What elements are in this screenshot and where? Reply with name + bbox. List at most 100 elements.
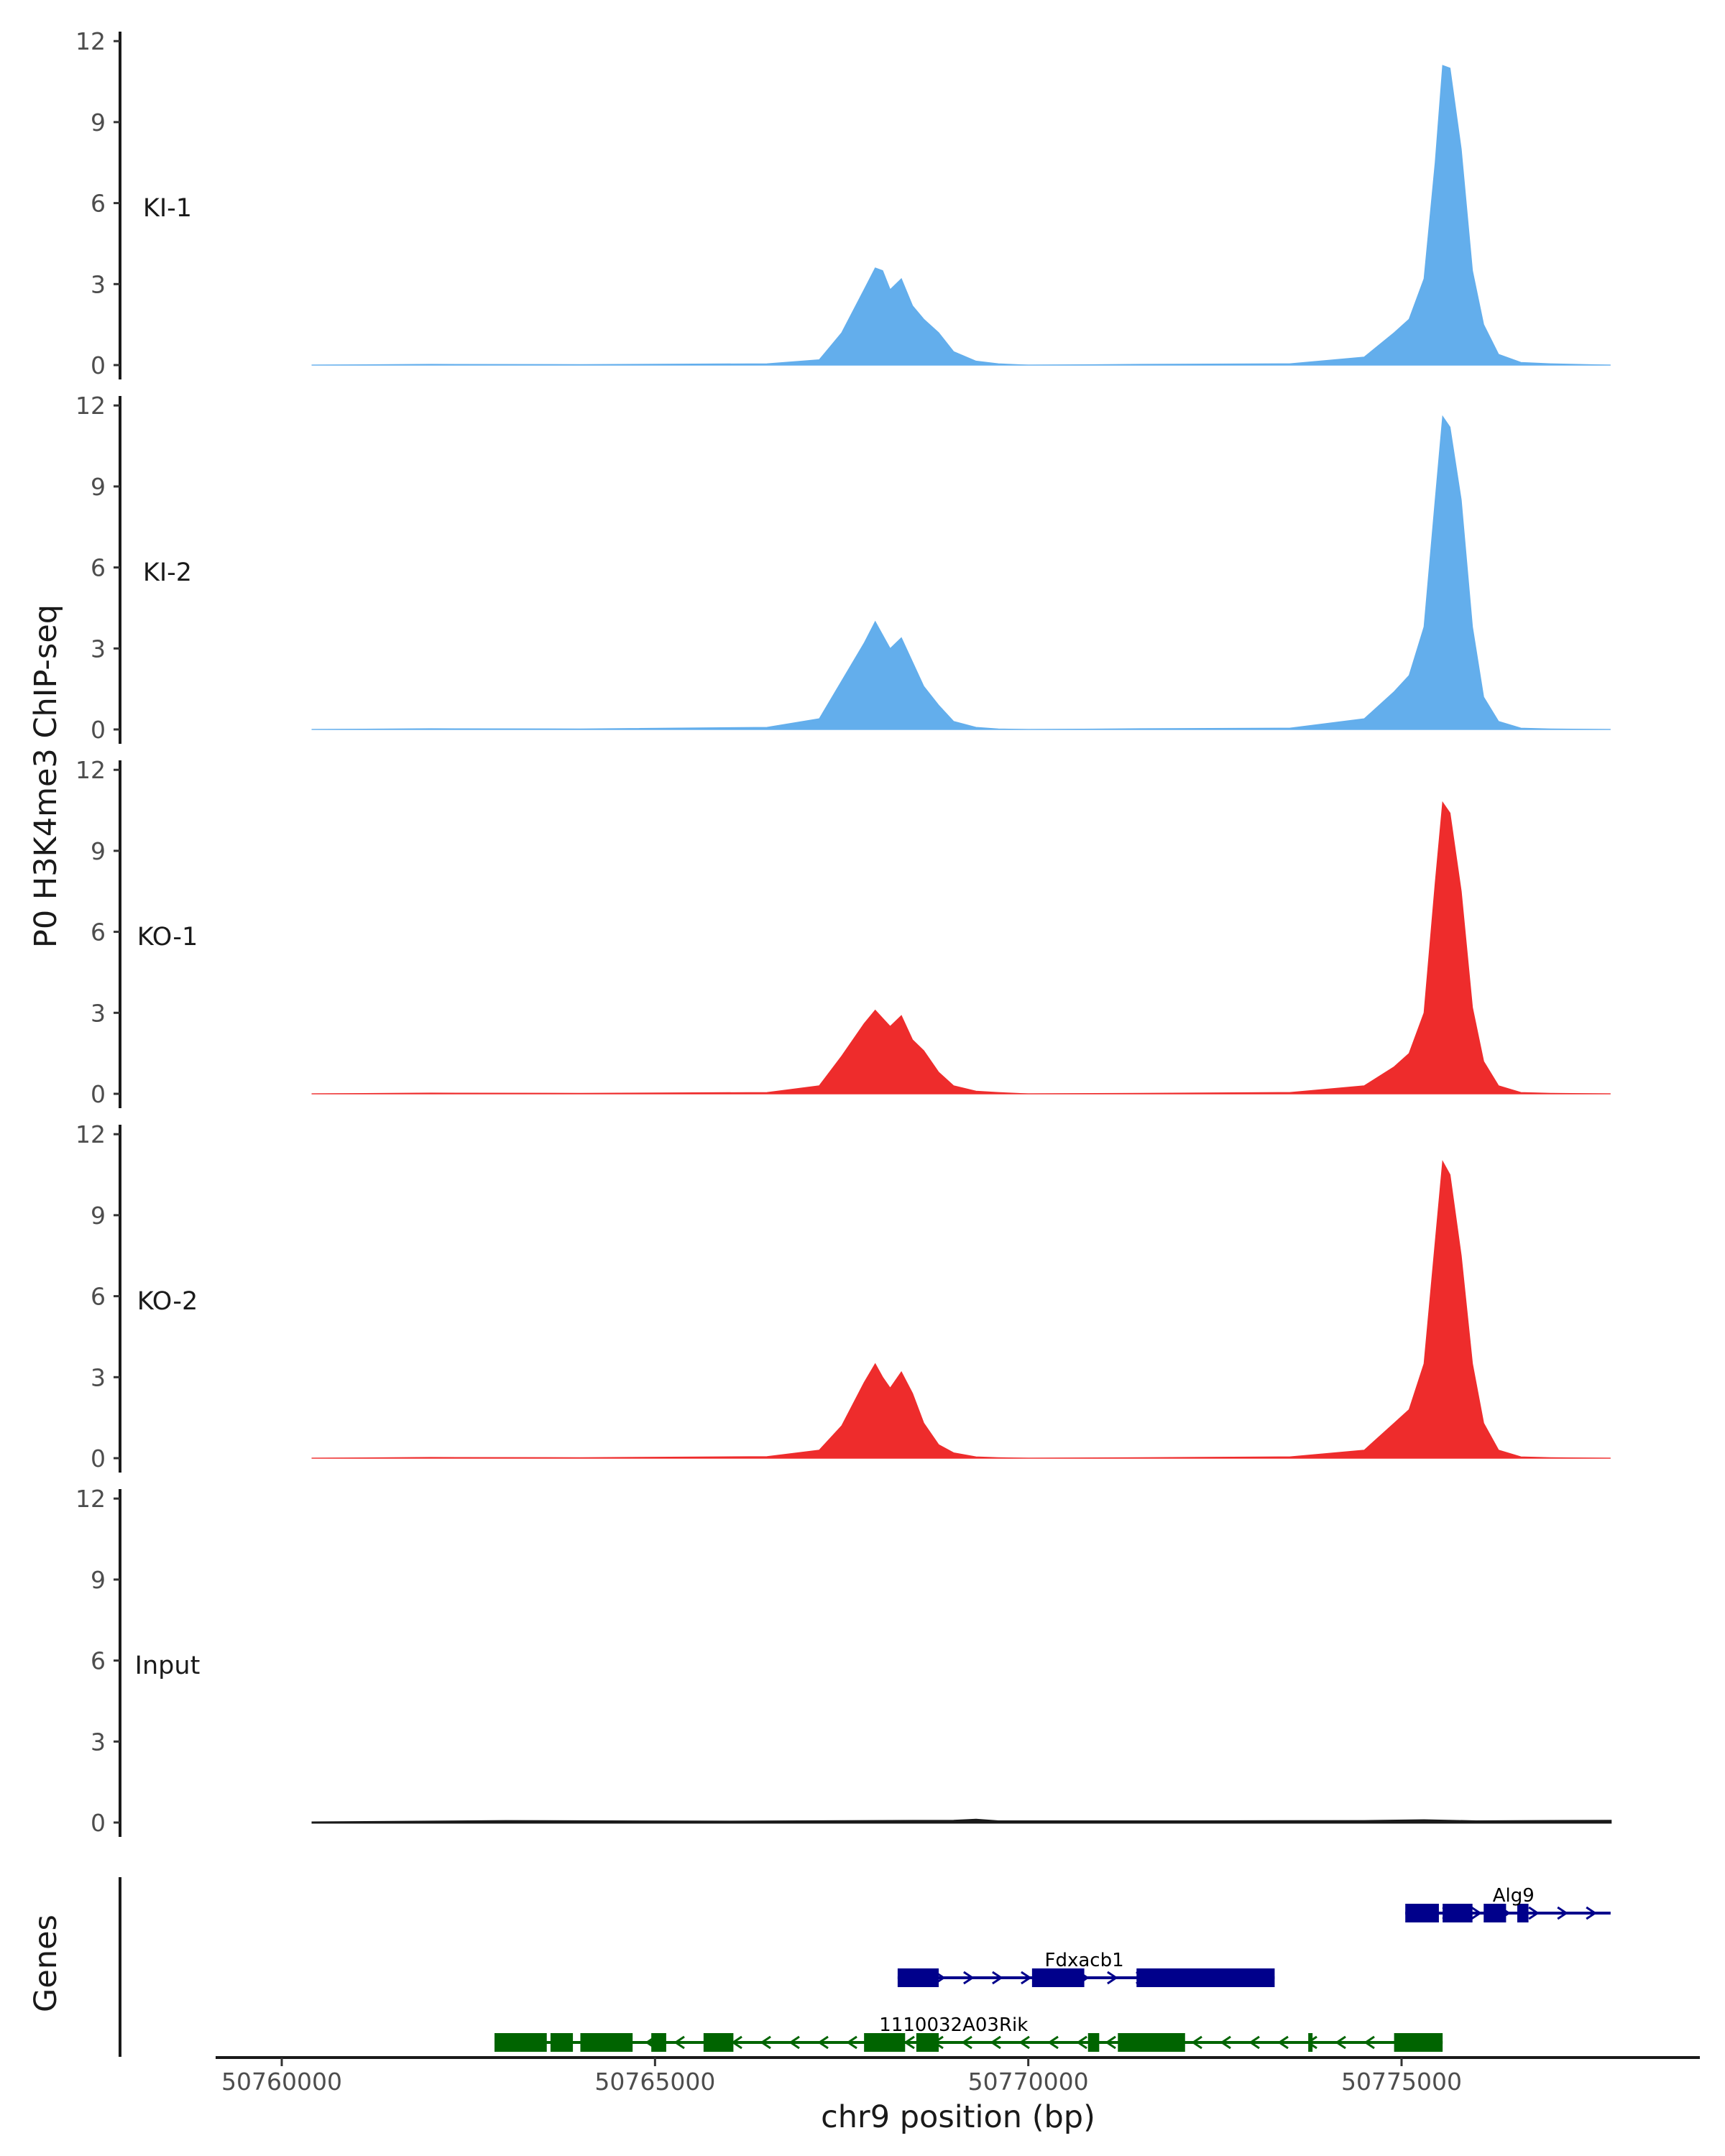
x-tick-label: 50765000 [594, 2068, 715, 2096]
y-tick-label: 6 [91, 918, 106, 946]
strand-arrow [1335, 2035, 1346, 2050]
gene-track: Alg9 Fdxacb1 1110032A03Rik [119, 1877, 1611, 2057]
signal-area-input [311, 1818, 1612, 1824]
signal-area-ko-1 [311, 801, 1611, 1095]
y-tick-label: 0 [91, 1445, 106, 1473]
x-tick-label: 50760000 [221, 2068, 342, 2096]
x-axis: 50760000 50765000 50770000 50775000 [216, 2056, 1700, 2096]
strand-arrow [817, 2035, 829, 2050]
track-label: KO-1 [137, 923, 198, 952]
track-label: KI-1 [143, 194, 192, 223]
strand-arrow [1191, 2035, 1202, 2050]
exon [580, 2033, 633, 2052]
strand-arrow [1076, 2035, 1087, 2050]
exon [916, 2033, 939, 2052]
signal-area-ko-2 [311, 1160, 1611, 1459]
track-ki-2: 0 3 6 9 12 KI-2 [75, 392, 1611, 744]
exon [703, 2033, 734, 2052]
strand-arrow [1018, 2035, 1030, 2050]
strand-arrow [963, 1971, 975, 1985]
y-tick-label: 9 [91, 1566, 106, 1594]
track-ki-1: 0 3 6 9 12 KI-1 [75, 27, 1611, 379]
y-tick-label: 6 [91, 1283, 106, 1311]
exon [864, 2033, 906, 2052]
track-label: KO-2 [137, 1287, 198, 1316]
y-tick-label: 12 [75, 756, 106, 784]
strand-arrow [1363, 2035, 1375, 2050]
y-tick-label: 12 [75, 392, 106, 420]
track-ko-2: 0 3 6 9 12 KO-2 [75, 1120, 1611, 1473]
strand-arrow [1306, 2035, 1317, 2050]
strand-arrow [1248, 2035, 1260, 2050]
strand-arrow [990, 2035, 1001, 2050]
strand-arrow [961, 2035, 972, 2050]
exon [550, 2033, 574, 2052]
y-tick-label: 3 [91, 999, 106, 1027]
gene-fdxacb1: Fdxacb1 [897, 1950, 1275, 1987]
track-input: 0 3 6 9 12 Input [75, 1485, 1612, 1837]
strand-arrow [788, 2035, 800, 2050]
gene-label: Fdxacb1 [1045, 1950, 1124, 1971]
strand-arrow [1528, 1906, 1540, 1920]
exon [1118, 2033, 1185, 2052]
exon [1031, 1968, 1085, 1987]
y-tick-label: 9 [91, 109, 106, 137]
exon [1517, 1904, 1529, 1922]
strand-arrow [1021, 1971, 1032, 1985]
signal-tracks: 0 3 6 9 12 KI-1 0 3 6 9 12 KI-2 0 3 6 9 12 KO-1 0 3 6 9 12 KO-2… [75, 27, 1612, 1837]
y-tick-label: 12 [75, 27, 106, 55]
exon [1484, 1904, 1506, 1922]
exon [494, 2033, 547, 2052]
y-tick-label: 6 [91, 190, 106, 218]
strand-arrow [760, 2035, 771, 2050]
y-tick-label: 12 [75, 1485, 106, 1513]
y-tick-label: 9 [91, 473, 106, 501]
y-tick-label: 9 [91, 1202, 106, 1230]
y-tick-label: 0 [91, 716, 106, 744]
genes-axis-title: Genes [28, 1915, 64, 2012]
strand-arrow [1220, 2035, 1231, 2050]
y-tick-label: 3 [91, 270, 106, 298]
gene-label: 1110032A03Rik [879, 2014, 1028, 2036]
strand-arrow [1107, 1971, 1118, 1985]
strand-arrow [1047, 2035, 1059, 2050]
strand-arrow [673, 2035, 685, 2050]
gene-1110032a03rik: 1110032A03Rik [494, 2014, 1443, 2052]
exon [1308, 2033, 1313, 2052]
x-tick-label: 50775000 [1341, 2068, 1462, 2096]
strand-arrow [1471, 1906, 1482, 1920]
y-tick-label: 3 [91, 1363, 106, 1391]
track-label: KI-2 [143, 558, 192, 587]
strand-arrow [846, 2035, 857, 2050]
y-tick-label: 3 [91, 1728, 106, 1756]
x-axis-title: chr9 position (bp) [821, 2099, 1095, 2135]
y-tick-label: 0 [91, 1809, 106, 1837]
exon [1136, 1968, 1275, 1987]
exon [1394, 2033, 1443, 2052]
y-axis-title: P0 H3K4me3 ChIP-seq [28, 604, 64, 948]
y-tick-label: 6 [91, 1647, 106, 1675]
exon [1087, 2033, 1100, 2052]
x-tick-label: 50770000 [968, 2068, 1089, 2096]
exon [651, 2033, 666, 2052]
strand-arrow [1586, 1906, 1597, 1920]
signal-area-ki-1 [311, 65, 1611, 366]
y-tick-label: 6 [91, 554, 106, 582]
y-tick-label: 12 [75, 1120, 106, 1148]
exon [1405, 1904, 1439, 1922]
track-ko-1: 0 3 6 9 12 KO-1 [75, 756, 1611, 1108]
y-tick-label: 9 [91, 837, 106, 865]
strand-arrow [1105, 2035, 1116, 2050]
y-tick-label: 3 [91, 635, 106, 663]
strand-arrow [903, 2035, 915, 2050]
y-tick-label: 0 [91, 1080, 106, 1108]
gene-label: Alg9 [1493, 1885, 1535, 1907]
gene-alg9: Alg9 [1405, 1885, 1611, 1922]
signal-area-ki-2 [311, 415, 1611, 730]
strand-arrow [1557, 1906, 1568, 1920]
track-label: Input [135, 1651, 201, 1680]
y-tick-label: 0 [91, 351, 106, 379]
strand-arrow [992, 1971, 1003, 1985]
exon [1443, 1904, 1473, 1922]
